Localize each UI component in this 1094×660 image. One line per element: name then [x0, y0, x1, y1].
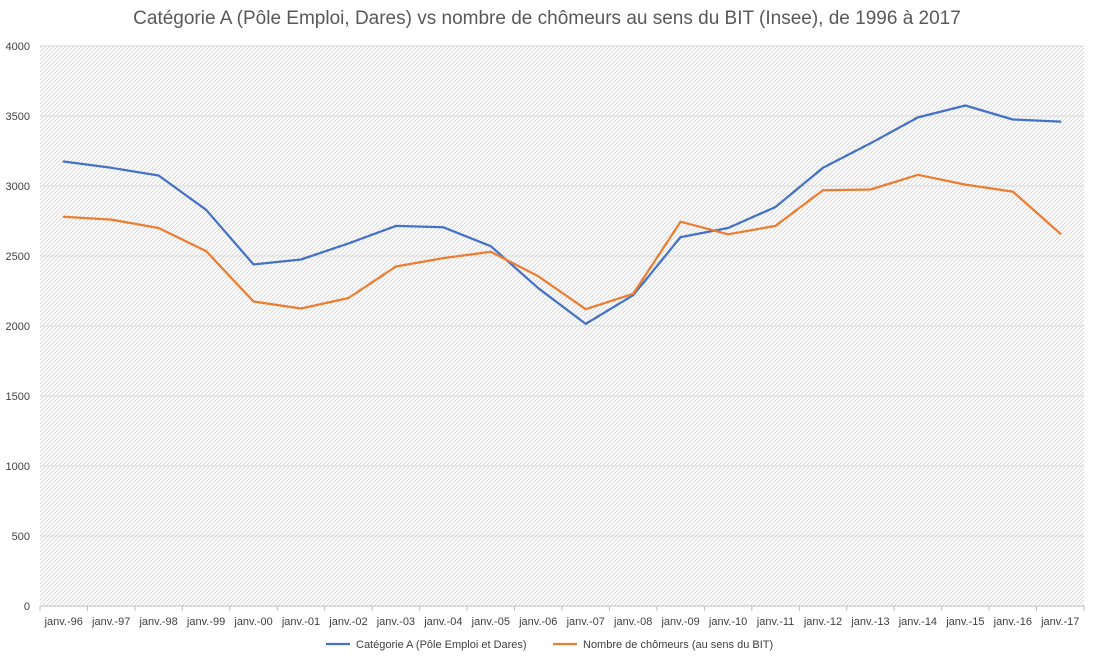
axes: 0 500 1000 1500 2000 2500 3000 3500 4000 janv.-96…	[6, 41, 1085, 628]
y-tick-label: 4000	[6, 41, 30, 53]
x-tick-label: janv.-08	[613, 616, 652, 628]
y-tick-label: 2000	[6, 321, 30, 333]
x-tick-label: janv.-15	[945, 616, 984, 628]
legend-label: Nombre de chômeurs (au sens du BIT)	[583, 639, 773, 651]
gridlines	[40, 45, 1084, 537]
x-tick-label: janv.-09	[660, 616, 699, 628]
series-line-1	[62, 104, 1062, 326]
x-tick-label: janv.-06	[518, 616, 557, 628]
x-tick-label: janv.-01	[281, 616, 320, 628]
x-tick-label: janv.-99	[186, 616, 225, 628]
x-tick-label: janv.-13	[850, 616, 889, 628]
y-tick-label: 0	[24, 601, 30, 613]
legend: Catégorie A (Pôle Emploi et Dares) Nombre…	[326, 639, 773, 651]
x-tick-label: janv.-03	[376, 616, 415, 628]
y-tick-label: 1000	[6, 461, 30, 473]
x-tick-label: janv.-00	[233, 616, 272, 628]
x-tick-label: janv.-11	[756, 616, 795, 628]
x-tick-label: janv.-07	[566, 616, 605, 628]
x-tick-label: janv.-04	[423, 616, 462, 628]
legend-item-2: Nombre de chômeurs (au sens du BIT)	[553, 639, 773, 651]
legend-label: Catégorie A (Pôle Emploi et Dares)	[356, 639, 527, 651]
x-tick-label: janv.-97	[91, 616, 130, 628]
x-tick-label: janv.-12	[803, 616, 842, 628]
x-tick-label: janv.-98	[138, 616, 177, 628]
x-tick-label: janv.-14	[898, 616, 937, 628]
y-tick-label: 1500	[6, 391, 30, 403]
chart-title: Catégorie A (Pôle Emploi, Dares) vs nomb…	[133, 8, 961, 29]
x-tick-label: janv.-17	[1040, 616, 1079, 628]
legend-item-1: Catégorie A (Pôle Emploi et Dares)	[326, 639, 527, 651]
x-tick-label: janv.-16	[993, 616, 1032, 628]
series-lines	[62, 104, 1062, 326]
y-tick-label: 2500	[6, 251, 30, 263]
y-tick-label: 500	[12, 531, 30, 543]
x-tick-label: janv.-96	[44, 616, 83, 628]
x-tick-label: janv.-02	[328, 616, 367, 628]
y-tick-label: 3500	[6, 111, 30, 123]
series-line-2	[62, 173, 1062, 311]
y-tick-label: 3000	[6, 181, 30, 193]
x-tick-label: janv.-10	[708, 616, 747, 628]
x-tick-label: janv.-05	[471, 616, 510, 628]
